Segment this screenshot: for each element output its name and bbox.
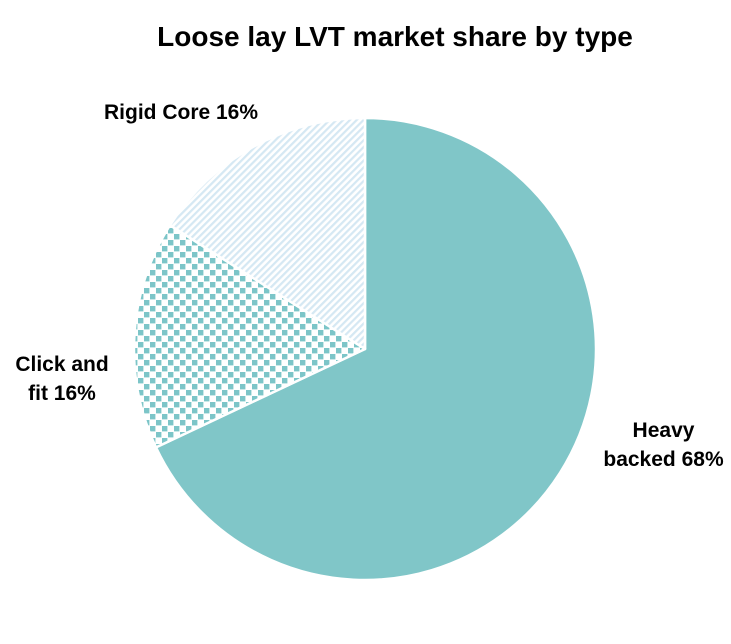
label-click-fit-line2: fit 16%	[28, 382, 96, 405]
label-click-fit-line1: Click and	[15, 353, 109, 376]
label-heavy-backed-line1: Heavy	[632, 419, 695, 442]
chart-title: Loose lay LVT market share by type	[157, 21, 633, 52]
label-click-fit: Click and fit 16%	[6, 350, 118, 408]
pie-slice-click-and-fit	[132, 223, 367, 449]
pie-slice-heavy-backed	[154, 116, 598, 582]
label-heavy-backed: Heavy backed 68%	[596, 416, 731, 474]
label-heavy-backed-line2: backed 68%	[603, 448, 724, 471]
pie-slices-group	[132, 116, 598, 582]
pie-slice-rigid-core	[168, 116, 367, 351]
label-rigid-core: Rigid Core 16%	[104, 101, 259, 124]
